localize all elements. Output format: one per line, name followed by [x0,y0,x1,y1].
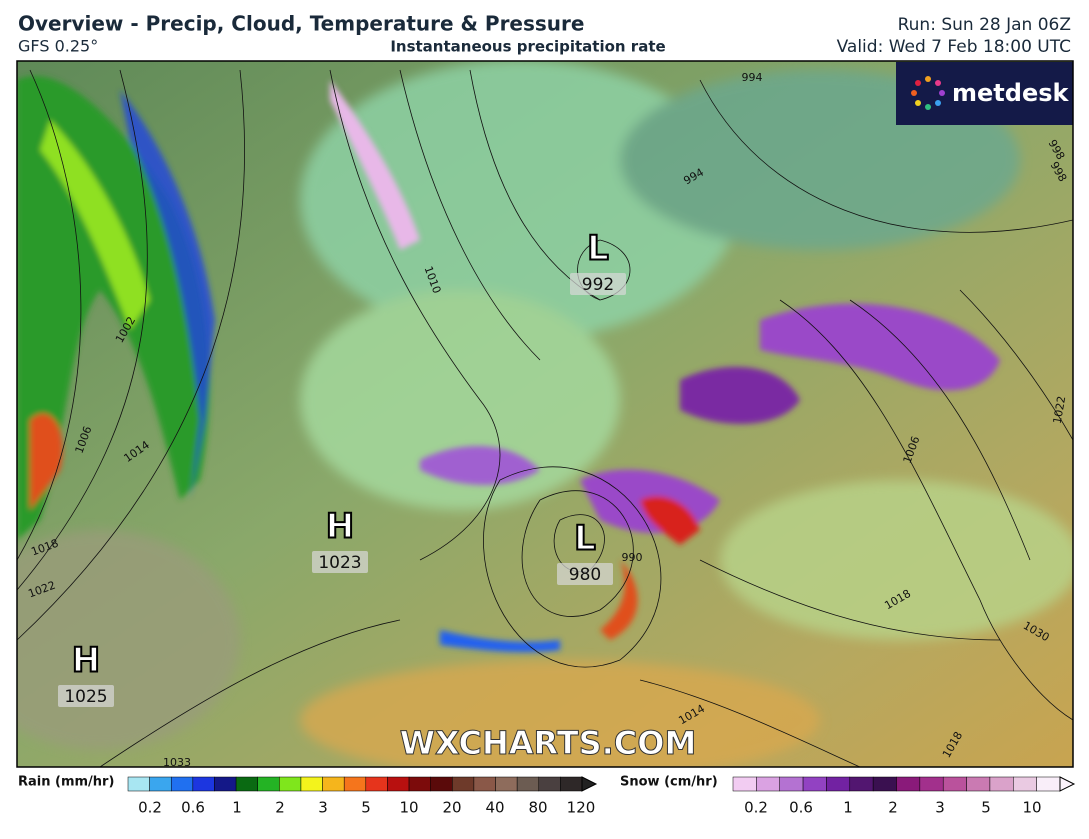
rain-color-box [322,776,345,792]
center-value-bg [570,273,626,295]
isobar-label: 1022 [1051,395,1069,425]
map-frame [16,60,1074,768]
snow-color-box [1036,776,1061,792]
rain-tick-label: 20 [442,799,461,817]
model: GFS 0.25° [18,37,98,56]
snow-tick-label: 10 [1022,799,1041,817]
rain-tick-label: 0.2 [138,799,162,817]
rain-color-box [214,776,237,792]
isobars [17,69,1073,767]
rain-color-box [538,776,561,792]
snow-tick-label: 1 [843,799,853,817]
rain-color-box [516,776,540,792]
rain-tick-label: 40 [485,799,504,817]
snow-color-box [849,776,874,792]
rain-color-box [560,776,583,792]
rain-tick-label: 1 [232,799,242,817]
rain-color-box [257,776,280,792]
center-value-bg [312,551,368,573]
snow-color-box [942,776,967,792]
isobar-label: 1033 [163,756,191,769]
rain-color-box [192,776,215,792]
rain-color-box [170,776,194,792]
legends: 0.2 0.6 1 2 3 5 10 20 40 80 120 0.2 0.6 1 2 3 5 10 [127,776,1076,817]
watermark: WXCHARTS.COM [400,724,697,762]
snow-tick-label: 2 [888,799,898,817]
rain-color-box [408,776,431,792]
snow-color-box [1013,776,1037,792]
snow-color-box [919,776,944,792]
rain-color-box [235,776,258,792]
snow-color-box [826,776,851,792]
snow-tick-label: 0.2 [744,799,768,817]
snow-color-box [802,776,827,792]
rain-legend-label: Rain (mm/hr) [18,775,114,790]
logo-badge [896,62,1073,125]
title: Overview - Precip, Cloud, Temperature & … [18,12,584,36]
logo-icon [911,76,945,110]
rain-arrow [581,776,598,792]
isobar-label: 994 [742,71,763,84]
rain-color-box [149,776,172,792]
snow-color-box [966,776,991,792]
valid-time: Valid: Wed 7 Feb 18:00 UTC [837,37,1071,57]
snow-color-box [732,776,757,792]
rain-color-box [365,776,388,792]
rain-tick-label: 3 [318,799,328,817]
snow-color-box [779,776,804,792]
rain-color-box [343,776,367,792]
snow-color-box [872,776,897,792]
subtitle: Instantaneous precipitation rate [390,38,665,56]
center-letter: H [326,507,354,547]
center-value: 980 [569,565,601,585]
logo-text: metdesk [952,79,1070,107]
run-time: Run: Sun 28 Jan 06Z [898,15,1071,35]
rain-tick-label: 120 [567,799,596,817]
rain-color-box [452,776,475,792]
center-value: 1023 [318,553,361,573]
rain-color-box [300,776,323,792]
center-value-bg [58,685,114,707]
center-value: 992 [582,275,614,295]
rain-tick-label: 2 [275,799,285,817]
rain-tick-label: 5 [361,799,371,817]
rain-color-box [387,776,410,792]
rain-tick-label: 10 [399,799,418,817]
snow-tick-label: 0.6 [789,799,813,817]
rain-color-box [430,776,453,792]
snow-legend-label: Snow (cm/hr) [620,775,718,790]
rain-tick-label: 0.6 [181,799,205,817]
pressure-centers: L 992 L 980 H 1023 H 1025 [58,228,626,707]
isobar-label: 990 [622,551,643,564]
rain-color-box [495,776,518,792]
snow-tick-label: 3 [935,799,945,817]
snow-color-box [989,776,1014,792]
snow-tick-label: 5 [981,799,991,817]
center-letter: L [587,229,609,269]
snow-color-box [756,776,780,792]
rain-tick-label: 80 [528,799,547,817]
rain-color-box [279,776,302,792]
center-letter: H [72,641,100,681]
rain-color-box [127,776,150,792]
center-letter: L [574,519,596,559]
snow-arrow [1059,776,1076,792]
rain-color-box [473,776,496,792]
center-value: 1025 [64,687,107,707]
precipitation [17,76,1000,653]
center-value-bg [557,563,613,585]
snow-color-box [896,776,921,792]
